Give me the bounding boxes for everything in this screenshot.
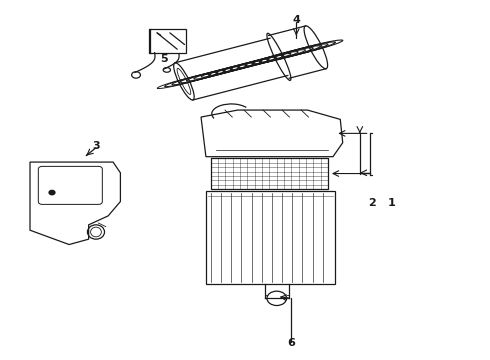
Text: 3: 3 bbox=[92, 141, 100, 151]
Text: 5: 5 bbox=[161, 54, 168, 64]
Text: 6: 6 bbox=[288, 338, 295, 348]
Bar bbox=[211, 158, 328, 189]
Text: 1: 1 bbox=[388, 198, 395, 208]
Bar bbox=[150, 30, 186, 53]
Circle shape bbox=[49, 190, 55, 195]
Text: 4: 4 bbox=[293, 15, 300, 26]
Bar bbox=[206, 191, 335, 284]
Text: 2: 2 bbox=[368, 198, 376, 208]
